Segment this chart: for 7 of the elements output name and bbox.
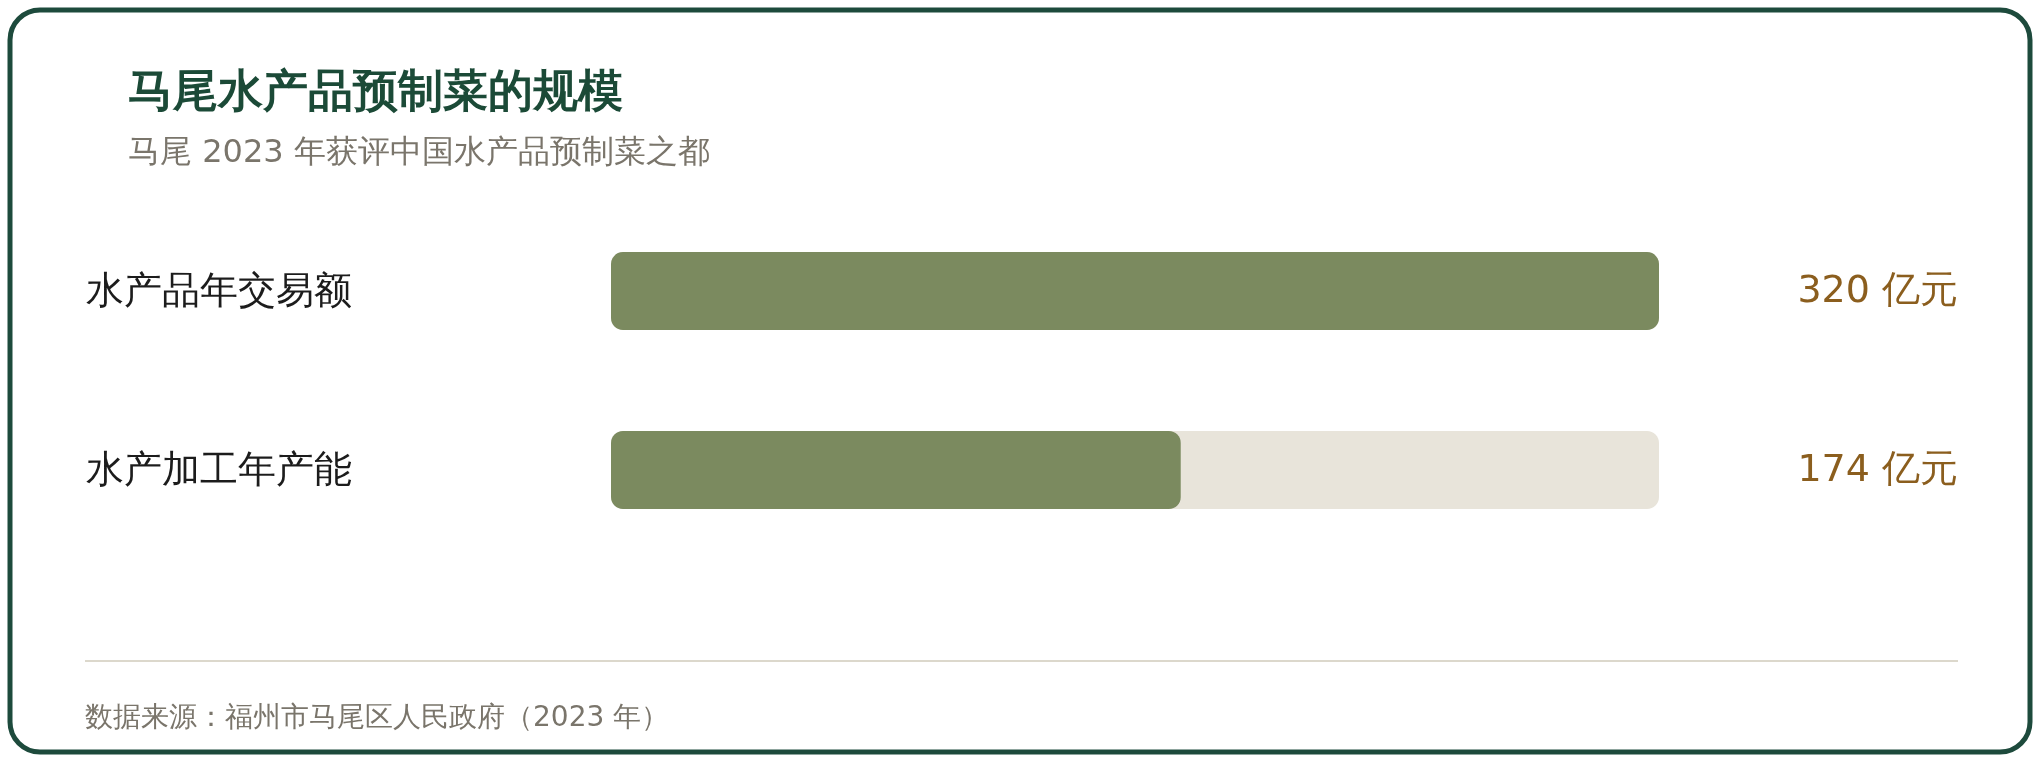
y-tick-label: 水产加工年产能: [85, 446, 352, 491]
y-tick-label: 水产品年交易额: [85, 267, 352, 312]
data-label: 174 亿元: [1797, 446, 1958, 490]
data-label: 320 亿元: [1797, 267, 1958, 311]
chart-subtitle: 马尾 2023 年获评中国水产品预制菜之都: [128, 132, 710, 170]
source-note: 数据来源：福州市马尾区人民政府（2023 年）: [85, 700, 670, 733]
chart-title: 马尾水产品预制菜的规模: [128, 64, 623, 117]
